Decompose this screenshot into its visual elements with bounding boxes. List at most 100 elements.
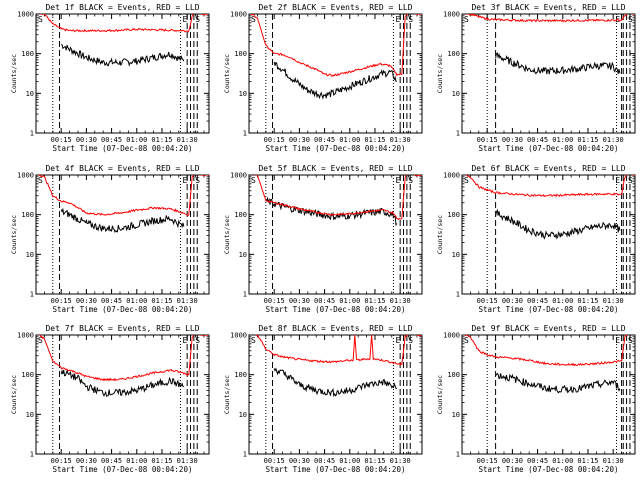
x-tick-label: 01:30	[603, 297, 624, 305]
x-tick-label: 01:15	[364, 297, 385, 305]
events-line	[273, 367, 397, 398]
panel-title: Det 7f BLACK = Events, RED = LLD	[45, 324, 199, 333]
y-axis-label: Counts/sec	[10, 375, 18, 414]
x-tick-label: 00:30	[289, 457, 310, 465]
plot-frame	[461, 334, 636, 455]
panel-title: Det 9f BLACK = Events, RED = LLD	[471, 324, 625, 333]
x-tick-label: 00:15	[477, 457, 498, 465]
y-tick-label: 1000	[17, 11, 34, 19]
plot-frame	[461, 13, 636, 134]
x-tick-label: 00:15	[51, 457, 72, 465]
y-tick-label: 100	[447, 371, 460, 379]
y-tick-label: 10	[239, 90, 247, 98]
panel-1: Det 1f BLACK = Events, RED = LLD 1 10 100 10…	[10, 3, 210, 153]
x-tick-label: 00:30	[76, 136, 97, 144]
start-marker: S	[464, 336, 469, 345]
start-marker: S	[251, 15, 256, 24]
x-tick-label: 01:15	[151, 457, 172, 465]
y-tick-label: 1	[456, 450, 460, 458]
lld-line	[463, 14, 635, 23]
lld-line	[38, 175, 209, 217]
x-tick-label: 01:15	[577, 136, 598, 144]
y-tick-label: 1000	[443, 172, 460, 180]
x-axis-label: Start Time (07-Dec-08 00:04:20)	[479, 144, 619, 153]
y-tick-label: 10	[452, 90, 460, 98]
y-tick-label: 10	[26, 90, 34, 98]
events-line	[495, 208, 621, 240]
plot-frame	[35, 13, 210, 134]
end-marker: E	[396, 336, 401, 345]
y-tick-label: 1	[30, 450, 34, 458]
x-tick-label: 00:45	[101, 297, 122, 305]
x-axis-label: Start Time (07-Dec-08 00:04:20)	[479, 465, 619, 474]
x-tick-label: 00:15	[51, 136, 72, 144]
x-tick-label: 01:30	[603, 457, 624, 465]
x-tick-label: 01:00	[552, 297, 573, 305]
y-axis-label: Counts/sec	[10, 215, 18, 254]
panel-title: Det 4f BLACK = Events, RED = LLD	[45, 164, 199, 173]
panel-7: Det 7f BLACK = Events, RED = LLD 1 10 100 10…	[10, 324, 210, 474]
lld-line	[253, 175, 422, 221]
start-marker: S	[464, 15, 469, 24]
events-line	[495, 372, 621, 394]
x-axis-label: Start Time (07-Dec-08 00:04:20)	[266, 305, 406, 314]
end-marker: E	[615, 336, 620, 345]
saa-marker: S	[195, 336, 200, 345]
saa-marker: S	[628, 176, 633, 185]
panel-6: Det 6f BLACK = Events, RED = LLD 1 10 100 10…	[436, 164, 636, 314]
y-axis-label: Counts/sec	[436, 215, 444, 254]
x-tick-label: 01:30	[390, 457, 411, 465]
x-tick-label: 00:30	[502, 457, 523, 465]
y-tick-label: 1	[456, 290, 460, 298]
panel-3: Det 3f BLACK = Events, RED = LLD 1 10 100 10…	[436, 3, 636, 153]
end-marker: E	[396, 15, 401, 24]
y-axis-label: Counts/sec	[223, 215, 231, 254]
x-tick-label: 01:00	[126, 136, 147, 144]
lld-line	[37, 335, 209, 382]
x-tick-label: 01:15	[577, 457, 598, 465]
lld-line	[37, 14, 209, 33]
events-line	[61, 44, 185, 67]
y-tick-label: 100	[234, 50, 247, 58]
saa-marker: S	[628, 336, 633, 345]
y-tick-label: 1000	[230, 332, 247, 340]
saa-marker: S	[408, 15, 413, 24]
panel-4: Det 4f BLACK = Events, RED = LLD 1 10 100 10…	[10, 164, 210, 314]
x-tick-label: 01:15	[364, 457, 385, 465]
lld-line	[463, 335, 635, 367]
start-marker: S	[251, 176, 256, 185]
events-line	[60, 207, 185, 234]
y-axis-label: Counts/sec	[436, 54, 444, 93]
y-tick-label: 100	[21, 371, 34, 379]
x-tick-label: 00:15	[477, 297, 498, 305]
panel-5: Det 5f BLACK = Events, RED = LLD 1 10 100 10…	[223, 164, 423, 314]
x-axis-label: Start Time (07-Dec-08 00:04:20)	[266, 144, 406, 153]
saa-marker: S	[195, 15, 200, 24]
x-tick-label: 01:00	[552, 136, 573, 144]
y-tick-label: 10	[26, 411, 34, 419]
panel-title: Det 1f BLACK = Events, RED = LLD	[45, 3, 199, 12]
x-tick-label: 01:00	[126, 457, 147, 465]
y-tick-label: 1000	[17, 332, 34, 340]
x-tick-label: 00:30	[76, 297, 97, 305]
lld-line	[464, 175, 635, 198]
y-axis-label: Counts/sec	[223, 375, 231, 414]
y-tick-label: 1	[243, 129, 247, 137]
x-axis-label: Start Time (07-Dec-08 00:04:20)	[479, 305, 619, 314]
x-tick-label: 01:00	[126, 297, 147, 305]
x-tick-label: 00:15	[264, 297, 285, 305]
x-tick-label: 01:00	[552, 457, 573, 465]
y-tick-label: 10	[452, 251, 460, 259]
plot-frame	[248, 174, 423, 295]
x-tick-label: 00:30	[289, 136, 310, 144]
end-marker: E	[183, 336, 188, 345]
y-tick-label: 100	[234, 371, 247, 379]
panel-title: Det 2f BLACK = Events, RED = LLD	[258, 3, 412, 12]
x-axis-label: Start Time (07-Dec-08 00:04:20)	[53, 144, 193, 153]
x-tick-label: 01:00	[339, 457, 360, 465]
x-tick-label: 01:00	[339, 297, 360, 305]
panel-title: Det 5f BLACK = Events, RED = LLD	[258, 164, 412, 173]
panel-9: Det 9f BLACK = Events, RED = LLD 1 10 100 10…	[436, 324, 636, 474]
x-tick-label: 00:15	[264, 457, 285, 465]
y-tick-label: 100	[21, 50, 34, 58]
